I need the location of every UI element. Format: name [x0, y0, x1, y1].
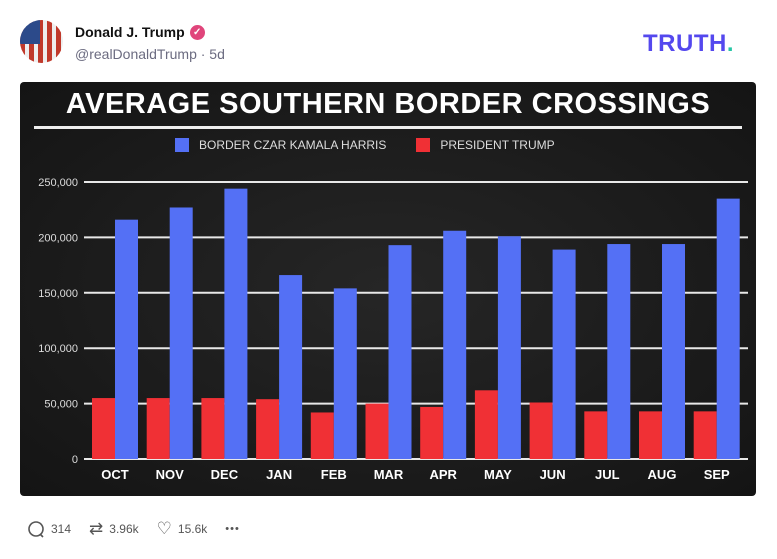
chart-image: AVERAGE SOUTHERN BORDER CROSSINGS BORDER… — [20, 82, 756, 496]
legend: BORDER CZAR KAMALA HARRIS PRESIDENT TRUM… — [175, 138, 555, 152]
x-tick-label: SEP — [704, 467, 730, 482]
bar-harris — [224, 188, 248, 459]
bar-trump — [693, 411, 717, 459]
like-button[interactable]: ♡ 15.6k — [156, 519, 208, 538]
bar-harris — [662, 244, 685, 459]
bar-harris — [279, 275, 303, 459]
x-tick-label: JUL — [595, 467, 620, 482]
bar-harris — [333, 288, 357, 459]
legend-swatch-harris — [175, 138, 189, 152]
y-tick-label: 200,000 — [38, 232, 78, 244]
y-tick-label: 100,000 — [38, 343, 78, 355]
bar-trump — [201, 398, 225, 459]
bar-trump — [92, 398, 115, 459]
x-tick-label: DEC — [211, 467, 239, 482]
legend-swatch-trump — [416, 138, 431, 152]
x-tick-label: MAR — [374, 467, 404, 482]
x-tick-label: APR — [429, 467, 457, 482]
y-tick-label: 50,000 — [44, 399, 78, 411]
retruth-button[interactable]: ⇄ 3.96k — [89, 519, 139, 538]
bar-trump — [146, 398, 170, 459]
bar-plot: 0 50,000 100,000 150,000 200,000 250,000 OCT NO… — [38, 177, 748, 482]
more-button[interactable]: ••• — [225, 523, 240, 535]
bar-harris — [552, 249, 576, 459]
author-name[interactable]: Donald J. Trump ✓ — [75, 24, 205, 40]
legend-trump: PRESIDENT TRUMP — [440, 138, 555, 152]
action-bar: 314 ⇄ 3.96k ♡ 15.6k ••• — [27, 519, 240, 539]
bar-harris — [716, 198, 740, 459]
retruth-icon: ⇄ — [89, 519, 104, 538]
x-tick-label: NOV — [156, 467, 185, 482]
title-underline — [34, 126, 742, 129]
bar-harris — [388, 245, 412, 459]
verified-icon: ✓ — [189, 24, 205, 40]
bar-trump — [639, 411, 662, 459]
bar-harris — [443, 230, 467, 459]
heart-icon: ♡ — [156, 519, 172, 538]
x-tick-label: JAN — [266, 467, 292, 482]
bar-harris — [169, 207, 193, 459]
y-tick-label: 250,000 — [38, 177, 78, 189]
bar-trump — [310, 412, 334, 459]
x-tick-label: MAY — [484, 467, 512, 482]
chart-title: AVERAGE SOUTHERN BORDER CROSSINGS — [65, 88, 711, 120]
bar-trump — [420, 406, 444, 459]
x-tick-label: OCT — [101, 467, 129, 482]
bar-harris — [115, 219, 138, 459]
x-tick-label: AUG — [648, 467, 677, 482]
bar-trump — [256, 399, 280, 459]
y-tick-label: 150,000 — [38, 288, 78, 300]
truth-logo[interactable]: TRUTH. — [643, 30, 734, 57]
bar-trump — [365, 403, 389, 459]
x-tick-label: FEB — [321, 467, 347, 482]
x-tick-label: JUN — [540, 467, 566, 482]
bar-trump — [529, 402, 553, 459]
bar-harris — [607, 244, 631, 459]
bar-trump — [584, 411, 608, 459]
bar-trump — [474, 390, 498, 459]
reply-icon — [28, 521, 44, 538]
bar-harris — [497, 236, 521, 459]
y-tick-label: 0 — [72, 454, 78, 466]
legend-harris: BORDER CZAR KAMALA HARRIS — [199, 138, 387, 152]
reply-button[interactable]: 314 — [27, 520, 71, 538]
avatar[interactable] — [20, 20, 63, 63]
author-handle[interactable]: @realDonaldTrump · 5d — [75, 46, 225, 62]
